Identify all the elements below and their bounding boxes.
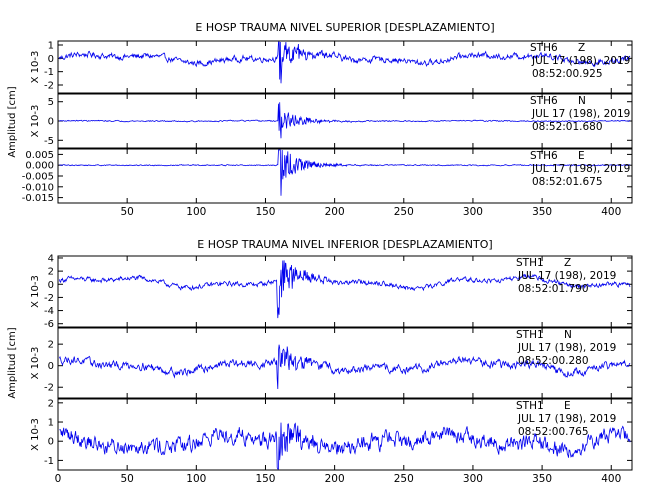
y-tick-label: 4 bbox=[48, 253, 54, 264]
waveform-trace bbox=[59, 41, 631, 84]
x-tick-label: 250 bbox=[394, 206, 414, 218]
y-tick-label: 0 bbox=[48, 361, 54, 372]
y-tick-label: 0 bbox=[48, 54, 54, 65]
y-tick-label: -2 bbox=[44, 293, 54, 304]
chart-title: E HOSP TRAUMA NIVEL INFERIOR [DESPLAZAMI… bbox=[197, 238, 492, 251]
x-tick-label: 350 bbox=[532, 473, 552, 485]
station-label: STH1 bbox=[516, 400, 544, 412]
x-tick-label: 300 bbox=[463, 206, 483, 218]
time-label: 08:52:01.790 bbox=[518, 283, 589, 295]
scale-label: X 10-3 bbox=[30, 105, 41, 138]
panel-frame bbox=[57, 327, 633, 399]
x-tick-label: 400 bbox=[601, 473, 621, 485]
y-tick-label: -0.005 bbox=[22, 172, 54, 183]
y-tick-label: 0 bbox=[48, 437, 54, 448]
scale-label: X 10-3 bbox=[30, 347, 41, 380]
waveform-trace bbox=[59, 422, 631, 470]
date-label: JUL 17 (198), 2019 bbox=[531, 55, 630, 67]
date-label: JUL 17 (198), 2019 bbox=[531, 163, 630, 175]
y-tick-label: 2 bbox=[48, 398, 54, 409]
panel-frame bbox=[57, 40, 633, 94]
x-tick-label: 200 bbox=[325, 473, 345, 485]
station-label: STH1 bbox=[516, 257, 544, 269]
y-tick-label: 0 bbox=[48, 280, 54, 291]
time-label: 08:52:00.280 bbox=[518, 355, 589, 367]
y-axis-label: Amplitud [cm] bbox=[7, 86, 18, 157]
x-tick-label: 50 bbox=[120, 206, 133, 218]
x-tick-label: 0 bbox=[55, 473, 62, 485]
panel-frame bbox=[57, 255, 633, 328]
x-tick-label: 100 bbox=[186, 473, 206, 485]
component-label: N bbox=[564, 329, 572, 341]
y-tick-label: 5 bbox=[48, 97, 54, 108]
x-tick-label: 150 bbox=[255, 206, 275, 218]
y-axis-label: Amplitud [cm] bbox=[7, 327, 18, 398]
scale-label: X 10-3 bbox=[30, 275, 41, 308]
y-tick-label: -4 bbox=[44, 306, 54, 317]
x-tick-label: 250 bbox=[394, 473, 414, 485]
component-label: E bbox=[578, 150, 585, 162]
x-tick-label: 200 bbox=[325, 206, 345, 218]
date-label: JUL 17 (198), 2019 bbox=[517, 342, 616, 354]
chart-title: E HOSP TRAUMA NIVEL SUPERIOR [DESPLAZAMI… bbox=[195, 21, 494, 34]
waveform-trace bbox=[59, 260, 631, 319]
date-label: JUL 17 (198), 2019 bbox=[531, 108, 630, 120]
y-tick-label: -0.010 bbox=[22, 182, 54, 193]
y-tick-label: 0.000 bbox=[25, 161, 54, 172]
station-label: STH6 bbox=[530, 150, 558, 162]
station-label: STH6 bbox=[530, 42, 558, 54]
component-label: E bbox=[564, 400, 571, 412]
station-label: STH1 bbox=[516, 329, 544, 341]
time-label: 08:52:00.925 bbox=[532, 68, 603, 80]
y-tick-label: 2 bbox=[48, 340, 54, 351]
waveform-trace bbox=[59, 149, 631, 196]
x-tick-label: 300 bbox=[463, 473, 483, 485]
x-tick-label: 400 bbox=[601, 206, 621, 218]
date-label: JUL 17 (198), 2019 bbox=[517, 270, 616, 282]
date-label: JUL 17 (198), 2019 bbox=[517, 413, 616, 425]
component-label: N bbox=[578, 95, 586, 107]
waveform-trace bbox=[59, 102, 631, 139]
waveform-trace bbox=[59, 344, 631, 390]
y-tick-label: 2 bbox=[48, 267, 54, 278]
y-tick-label: -1 bbox=[44, 456, 54, 467]
y-tick-label: 1 bbox=[48, 418, 54, 429]
time-label: 08:52:01.680 bbox=[532, 121, 603, 133]
y-tick-label: -0.015 bbox=[22, 193, 54, 204]
panel-frame bbox=[57, 398, 633, 471]
scale-label: X 10-3 bbox=[30, 51, 41, 84]
component-label: Z bbox=[564, 257, 571, 269]
y-tick-label: -1 bbox=[44, 67, 54, 78]
x-tick-label: 100 bbox=[186, 206, 206, 218]
scale-label: X 10-3 bbox=[30, 418, 41, 451]
y-tick-label: 1 bbox=[48, 41, 54, 52]
y-tick-label: -5 bbox=[44, 136, 54, 147]
x-tick-label: 50 bbox=[120, 473, 133, 485]
y-tick-label: 0 bbox=[48, 117, 54, 128]
time-label: 08:52:01.675 bbox=[532, 176, 603, 188]
x-tick-label: 350 bbox=[532, 206, 552, 218]
x-tick-label: 150 bbox=[255, 473, 275, 485]
y-tick-label: -6 bbox=[44, 319, 54, 330]
time-label: 08:52:00.765 bbox=[518, 426, 589, 438]
station-label: STH6 bbox=[530, 95, 558, 107]
y-tick-label: -2 bbox=[44, 81, 54, 92]
y-tick-label: -2 bbox=[44, 383, 54, 394]
y-tick-label: 0.005 bbox=[25, 150, 54, 161]
component-label: Z bbox=[578, 42, 585, 54]
